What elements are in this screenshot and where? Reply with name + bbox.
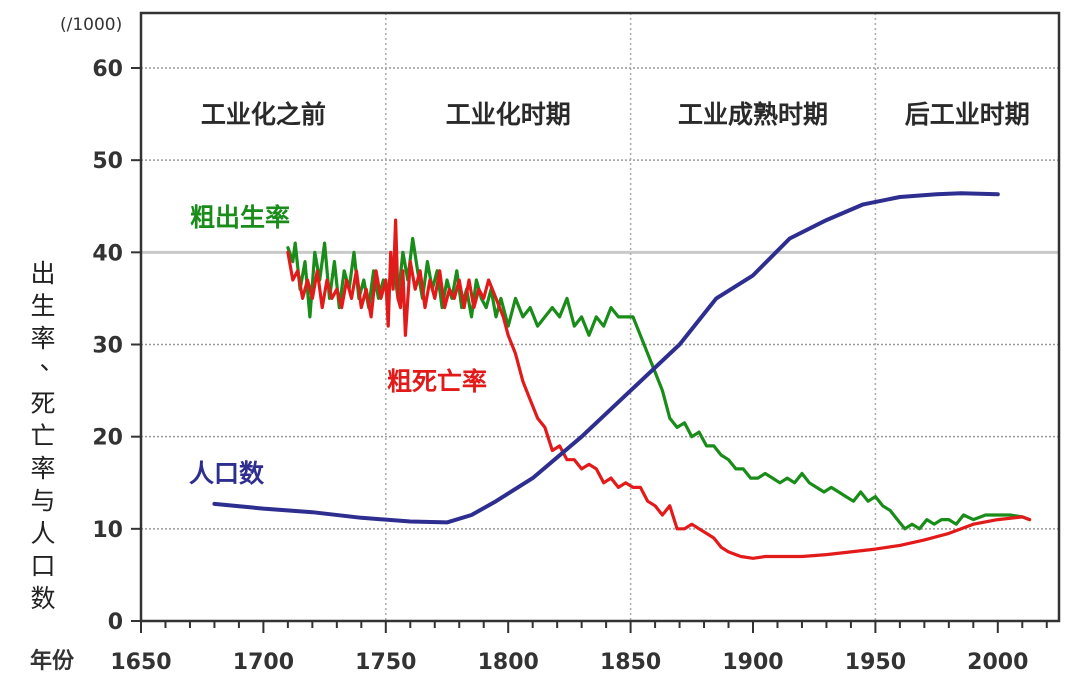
y-axis-title-char: 亡 — [30, 422, 55, 451]
y-axis-title-char: 出 — [30, 259, 55, 288]
era-label: 后工业时期 — [905, 100, 1030, 129]
y-axis-title-char: 率 — [30, 324, 55, 353]
series-label-population: 人口数 — [189, 459, 265, 488]
plot-frame — [139, 11, 1061, 623]
era-label: 工业成熟时期 — [678, 100, 828, 129]
y-axis-title-char: 数 — [30, 584, 55, 613]
unit-label: (/1000) — [60, 15, 122, 35]
x-axis-title: 年份 — [30, 648, 75, 674]
x-tick-label: 1950 — [845, 650, 906, 675]
series-label-death: 粗死亡率 — [387, 367, 487, 396]
y-tick-label: 10 — [92, 518, 123, 543]
y-axis-title-char: 口 — [30, 552, 55, 581]
y-axis-title-char: 死 — [30, 389, 55, 418]
y-axis-title-char: 生 — [30, 292, 55, 321]
y-axis-title-char: 率 — [30, 454, 55, 483]
y-tick-label: 40 — [92, 241, 123, 266]
era-label: 工业化时期 — [446, 100, 571, 129]
x-tick-label: 1850 — [600, 650, 661, 675]
y-axis-title-char: 、 — [39, 347, 64, 376]
series-line — [286, 218, 1032, 560]
x-tick-label: 1800 — [478, 650, 539, 675]
y-tick-label: 60 — [92, 57, 123, 82]
series-line — [286, 236, 1032, 531]
series-label-birth: 粗出生率 — [190, 203, 290, 232]
axes: 0 10 20 30 40 50 60 1650 1700 1750 1800 1850 1900 195… — [92, 11, 1061, 675]
y-tick-label: 50 — [92, 149, 123, 174]
y-axis-title-char: 人 — [30, 519, 55, 548]
y-tick-label: 0 — [108, 610, 123, 635]
y-tick-label: 20 — [92, 426, 123, 451]
y-axis-title-char: 与 — [30, 487, 55, 516]
x-tick-label: 2000 — [967, 650, 1028, 675]
era-labels: 工业化之前 工业化时期 工业成熟时期 后工业时期 — [201, 100, 1030, 129]
series-line — [212, 191, 1000, 525]
x-tick-label: 1750 — [355, 650, 416, 675]
x-tick-label: 1900 — [722, 650, 783, 675]
y-tick-label: 30 — [92, 334, 123, 359]
series-lines — [212, 191, 1032, 560]
x-tick-label: 1650 — [110, 650, 171, 675]
x-tick-label: 1700 — [233, 650, 294, 675]
era-label: 工业化之前 — [201, 100, 326, 129]
